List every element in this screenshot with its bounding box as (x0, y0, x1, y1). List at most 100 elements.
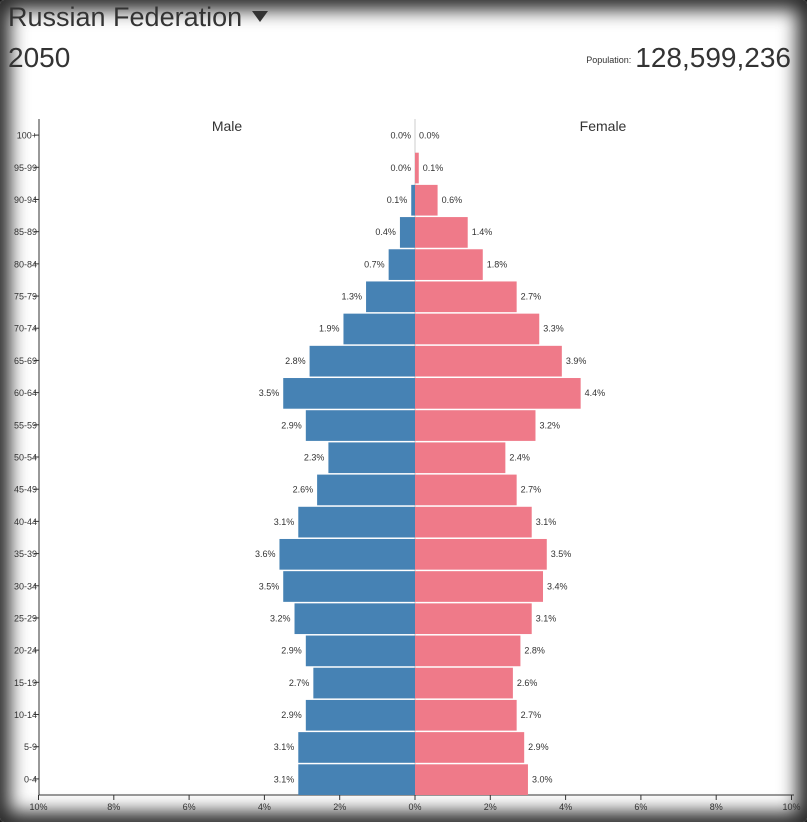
male-value-label: 0.1% (387, 195, 408, 205)
y-tick-label: 65-69 (14, 356, 37, 366)
y-tick-label: 60-64 (14, 388, 37, 398)
male-bar (305, 410, 415, 441)
male-bar (283, 571, 415, 602)
male-value-label: 0.7% (364, 259, 385, 269)
female-value-label: 3.5% (551, 549, 572, 559)
y-tick-label: 75-79 (14, 292, 37, 302)
x-tick-label: 8% (107, 802, 120, 812)
x-tick-label: 6% (183, 802, 196, 812)
female-value-label: 4.4% (585, 388, 606, 398)
male-bar (328, 442, 415, 474)
female-bar (415, 345, 562, 377)
population-readout: Population: 128,599,236 (586, 42, 791, 74)
male-value-label: 2.6% (293, 485, 314, 495)
y-tick-label: 100+ (17, 131, 37, 141)
female-value-label: 2.6% (517, 678, 538, 688)
x-tick-label: 0% (408, 802, 421, 812)
male-value-label: 0.0% (390, 163, 411, 173)
x-tick-label: 4% (559, 802, 572, 812)
male-bar (298, 764, 415, 795)
female-value-label: 3.1% (536, 517, 557, 527)
female-value-label: 3.1% (536, 613, 557, 623)
male-value-label: 2.9% (281, 646, 302, 656)
y-tick-label: 85-89 (14, 227, 37, 237)
female-bar (415, 571, 544, 602)
x-tick-label: 2% (484, 802, 497, 812)
male-bar (298, 732, 415, 763)
legend-female-label: Female (580, 118, 627, 134)
male-value-label: 2.8% (285, 356, 306, 366)
male-bar (294, 603, 415, 635)
male-bar (313, 667, 415, 699)
female-bar (415, 732, 525, 763)
female-value-label: 2.7% (521, 710, 542, 720)
female-value-label: 3.4% (547, 581, 568, 591)
y-tick-label: 40-44 (14, 517, 37, 527)
female-bar (415, 538, 547, 570)
y-tick-label: 10-14 (14, 710, 37, 720)
female-value-label: 2.9% (528, 742, 549, 752)
male-bar (298, 506, 415, 538)
male-value-label: 3.6% (255, 549, 276, 559)
female-value-label: 3.3% (543, 324, 564, 334)
female-value-label: 0.0% (419, 131, 440, 141)
female-bar (415, 699, 517, 731)
female-value-label: 0.6% (442, 195, 463, 205)
female-value-label: 2.4% (509, 453, 530, 463)
female-value-label: 2.7% (521, 292, 542, 302)
female-value-label: 2.8% (524, 646, 545, 656)
female-value-label: 3.0% (532, 774, 553, 784)
male-value-label: 3.5% (259, 388, 280, 398)
x-tick-label: 10% (782, 802, 800, 812)
male-value-label: 3.1% (274, 517, 295, 527)
female-bar (415, 410, 536, 441)
male-bar (279, 538, 415, 570)
male-value-label: 2.3% (304, 453, 325, 463)
male-bar (305, 635, 415, 667)
male-value-label: 1.9% (319, 324, 340, 334)
female-value-label: 3.2% (539, 420, 560, 430)
female-bar (415, 313, 540, 345)
y-tick-label: 15-19 (14, 678, 37, 688)
year-label: 2050 (8, 42, 71, 73)
y-tick-label: 50-54 (14, 453, 37, 463)
male-bar (309, 345, 415, 377)
x-tick-label: 10% (29, 802, 47, 812)
male-bar (411, 184, 415, 216)
male-value-label: 2.9% (281, 420, 302, 430)
population-label: Population: (586, 55, 632, 65)
female-bar (415, 667, 513, 699)
x-tick-label: 4% (258, 802, 271, 812)
y-tick-label: 30-34 (14, 581, 37, 591)
female-value-label: 1.4% (472, 227, 493, 237)
y-tick-label: 90-94 (14, 195, 37, 205)
male-value-label: 1.3% (342, 292, 363, 302)
y-tick-label: 70-74 (14, 324, 37, 334)
male-bar (388, 249, 415, 280)
y-tick-label: 25-29 (14, 613, 37, 623)
female-bar (415, 474, 517, 506)
female-bar (415, 764, 528, 795)
caret-down-icon[interactable] (252, 11, 269, 23)
y-tick-label: 0-4 (24, 774, 37, 784)
female-bar (415, 184, 438, 216)
country-selector[interactable]: Russian Federation (8, 2, 269, 33)
female-value-label: 2.7% (521, 485, 542, 495)
male-value-label: 2.7% (289, 678, 310, 688)
male-bar (317, 474, 415, 506)
female-bar (415, 378, 581, 409)
male-bar (343, 313, 415, 345)
female-bar (415, 442, 506, 474)
population-value: 128,599,236 (635, 42, 791, 73)
male-value-label: 3.2% (270, 613, 291, 623)
y-tick-label: 20-24 (14, 646, 37, 656)
y-tick-label: 55-59 (14, 420, 37, 430)
female-value-label: 0.1% (423, 163, 444, 173)
female-bar (415, 249, 483, 280)
male-bar (399, 217, 415, 248)
y-tick-label: 95-99 (14, 163, 37, 173)
y-tick-label: 80-84 (14, 259, 37, 269)
male-value-label: 0.4% (375, 227, 396, 237)
x-tick-label: 6% (634, 802, 647, 812)
